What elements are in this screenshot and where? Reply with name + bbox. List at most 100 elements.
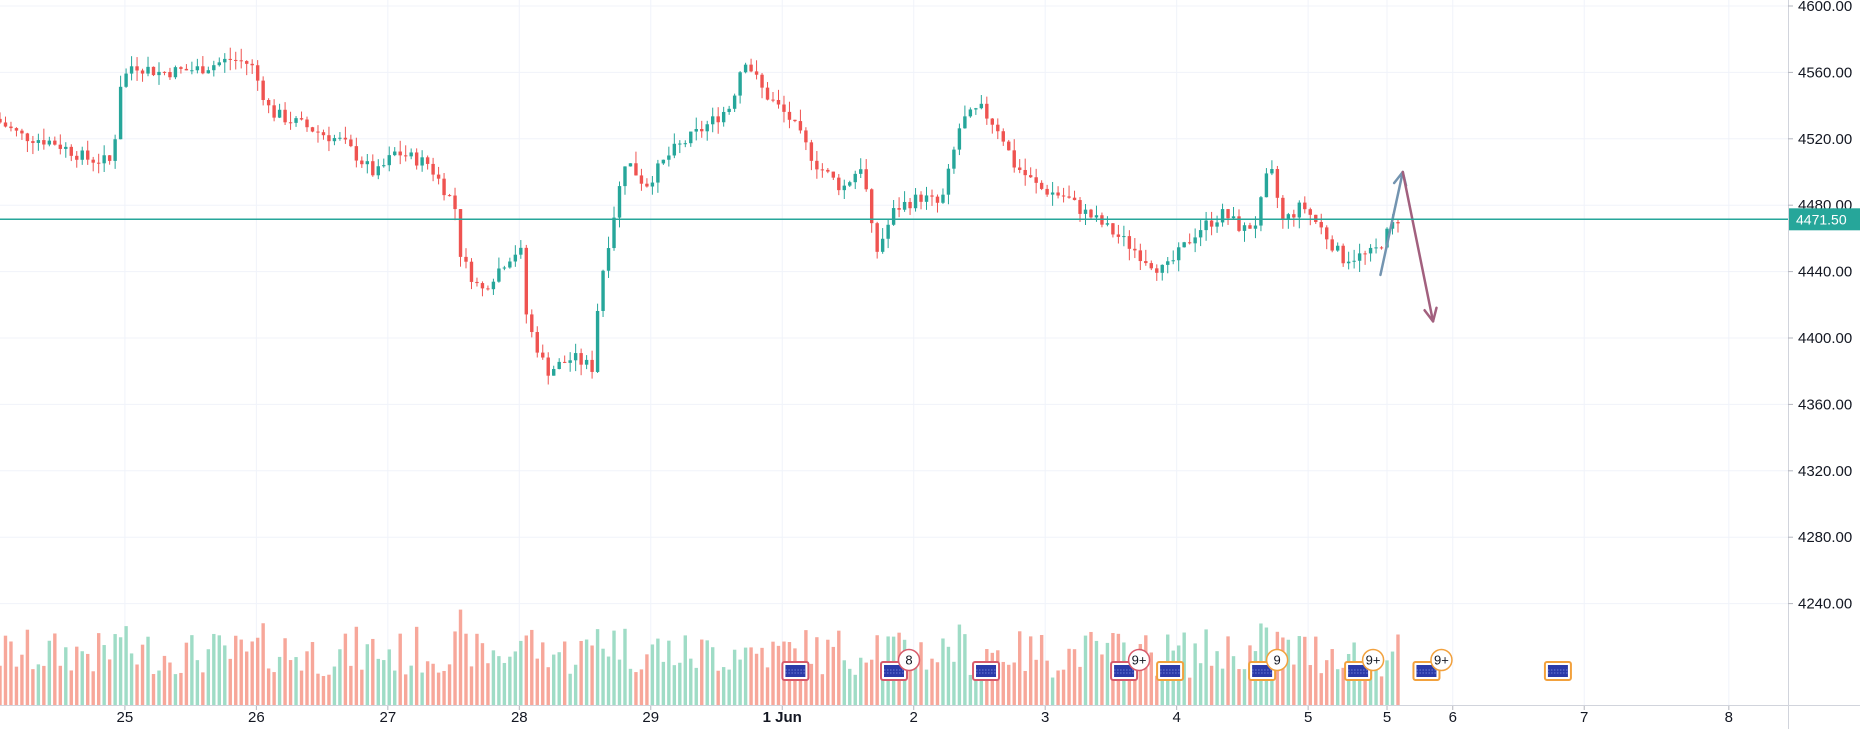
candle-body[interactable] — [568, 360, 572, 363]
candle-body[interactable] — [869, 189, 874, 224]
projection-arrow-up[interactable] — [1379, 170, 1405, 277]
candle-body[interactable] — [1248, 225, 1252, 229]
candle-body[interactable] — [584, 359, 589, 365]
candle-body[interactable] — [661, 159, 666, 164]
candle-body[interactable] — [1330, 239, 1334, 251]
candle-body[interactable] — [1281, 197, 1285, 220]
candle-body[interactable] — [316, 131, 320, 133]
candle-body[interactable] — [442, 178, 446, 196]
candle-body[interactable] — [809, 142, 814, 161]
candle-body[interactable] — [985, 103, 989, 119]
candle-body[interactable] — [382, 165, 386, 167]
candle-body[interactable] — [689, 131, 693, 144]
candle-body[interactable] — [623, 166, 627, 187]
candle-body[interactable] — [283, 109, 287, 123]
event-markers[interactable]: 8 9+ 9 9+ 9+ — [781, 648, 1572, 681]
candle-body[interactable] — [859, 169, 863, 174]
candle-body[interactable] — [760, 74, 764, 88]
candle-body[interactable] — [639, 175, 644, 184]
candle-body[interactable] — [1363, 253, 1367, 255]
candle-body[interactable] — [541, 352, 545, 358]
candle-body[interactable] — [1335, 245, 1340, 251]
projection-arrow-down[interactable] — [1401, 170, 1435, 323]
candle-body[interactable] — [705, 124, 709, 132]
candle-body[interactable] — [1050, 192, 1055, 195]
candle-body[interactable] — [42, 140, 46, 145]
candle-body[interactable] — [1144, 261, 1148, 264]
economic-event-marker[interactable] — [972, 661, 1001, 681]
candle-body[interactable] — [880, 238, 885, 252]
candle-body[interactable] — [535, 332, 539, 353]
candle-body[interactable] — [1138, 250, 1143, 262]
candle-body[interactable] — [1264, 173, 1269, 198]
candle-body[interactable] — [974, 108, 978, 110]
candle-body[interactable] — [480, 283, 485, 289]
candle-body[interactable] — [69, 146, 73, 156]
candle-body[interactable] — [557, 361, 561, 370]
candle-body[interactable] — [36, 140, 41, 143]
candle-body[interactable] — [25, 133, 30, 142]
candle-body[interactable] — [683, 143, 687, 145]
candle-body[interactable] — [387, 155, 391, 166]
candle-body[interactable] — [1105, 223, 1110, 225]
candle-body[interactable] — [919, 194, 923, 202]
candle-body[interactable] — [1007, 141, 1011, 151]
candle-body[interactable] — [436, 174, 441, 179]
candle-body[interactable] — [902, 201, 907, 210]
candle-body[interactable] — [1182, 242, 1186, 248]
candle-body[interactable] — [234, 59, 238, 61]
candle-body[interactable] — [266, 99, 271, 106]
candle-body[interactable] — [1171, 260, 1175, 262]
candle-body[interactable] — [195, 66, 200, 71]
candle-body[interactable] — [820, 169, 825, 171]
candle-body[interactable] — [930, 195, 934, 197]
candle-body[interactable] — [1061, 195, 1066, 197]
candle-body[interactable] — [524, 247, 529, 315]
candle-body[interactable] — [1127, 236, 1132, 249]
candle-body[interactable] — [343, 137, 348, 140]
candle-body[interactable] — [1072, 197, 1077, 201]
candle-body[interactable] — [332, 138, 337, 142]
candle-body[interactable] — [20, 130, 24, 134]
candle-body[interactable] — [1122, 236, 1126, 238]
candle-body[interactable] — [1034, 177, 1038, 183]
economic-event-marker[interactable] — [781, 661, 810, 681]
candle-body[interactable] — [376, 166, 380, 176]
candle-body[interactable] — [573, 353, 578, 361]
candle-body[interactable] — [815, 160, 819, 170]
candle-body[interactable] — [721, 111, 726, 123]
candle-body[interactable] — [519, 247, 523, 255]
candle-body[interactable] — [891, 208, 896, 225]
candle-body[interactable] — [118, 86, 123, 140]
candle-body[interactable] — [212, 65, 216, 71]
economic-event-marker[interactable]: 9+ — [1412, 648, 1453, 681]
candle-body[interactable] — [546, 357, 550, 376]
candle-body[interactable] — [1385, 228, 1389, 248]
candle-body[interactable] — [749, 64, 753, 72]
candle-body[interactable] — [935, 196, 940, 203]
candle-body[interactable] — [1259, 197, 1263, 226]
candle-body[interactable] — [365, 161, 370, 165]
candle-body[interactable] — [1292, 214, 1296, 218]
candle-body[interactable] — [1346, 261, 1351, 264]
candle-body[interactable] — [140, 70, 145, 74]
candle-body[interactable] — [1177, 247, 1181, 261]
candle-body[interactable] — [360, 160, 364, 165]
candle-body[interactable] — [124, 73, 128, 87]
economic-event-marker[interactable]: 9 — [1248, 648, 1289, 681]
candle-body[interactable] — [530, 314, 534, 333]
candle-body[interactable] — [184, 68, 189, 71]
candle-body[interactable] — [579, 353, 583, 365]
candle-body[interactable] — [968, 109, 973, 117]
candle-body[interactable] — [732, 95, 737, 109]
candle-body[interactable] — [716, 116, 720, 123]
candle-body[interactable] — [694, 129, 698, 132]
candle-body[interactable] — [420, 157, 424, 166]
candle-body[interactable] — [135, 66, 139, 71]
candle-body[interactable] — [667, 155, 671, 160]
candle-body[interactable] — [941, 194, 945, 203]
candle-body[interactable] — [1198, 230, 1203, 238]
candle-body[interactable] — [502, 267, 507, 269]
candle-body[interactable] — [595, 310, 600, 372]
